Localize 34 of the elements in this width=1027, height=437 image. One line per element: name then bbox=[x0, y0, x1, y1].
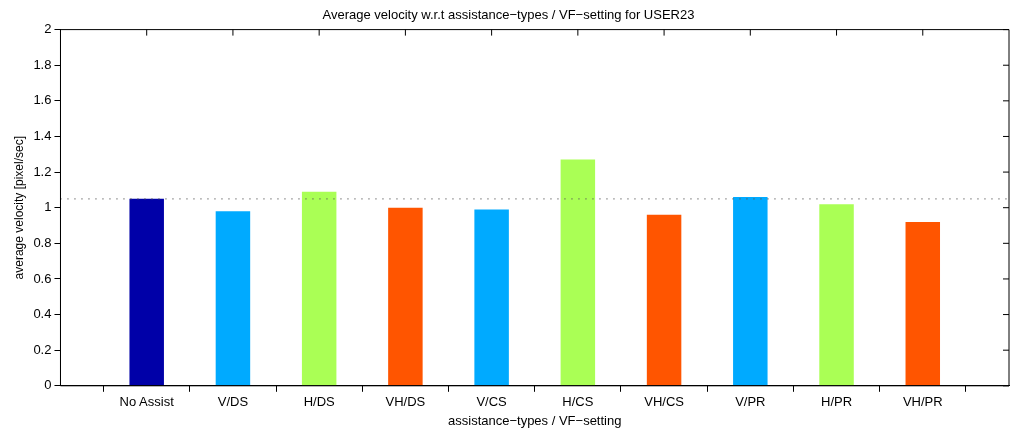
bar bbox=[905, 221, 941, 386]
x-tick-label: VH/CS bbox=[644, 394, 685, 410]
bar bbox=[215, 211, 251, 386]
bar bbox=[388, 207, 423, 386]
bar bbox=[819, 204, 854, 386]
x-tick-label: V/CS bbox=[476, 394, 508, 410]
x-tick-label: H/CS bbox=[562, 394, 594, 410]
x-tick-label: V/DS bbox=[217, 394, 249, 410]
bar bbox=[646, 214, 682, 386]
x-axis-title: assistance−types / VF−setting bbox=[448, 412, 622, 428]
y-tick-label: 1.6 bbox=[33, 92, 52, 108]
chart-title: Average velocity w.r.t assistance−types / VF−setting for USER23 bbox=[322, 7, 695, 23]
bar bbox=[733, 197, 768, 386]
x-tick-label: V/PR bbox=[735, 394, 766, 410]
y-tick-label: 0 bbox=[44, 377, 52, 393]
y-tick-label: 0.6 bbox=[33, 270, 52, 286]
bar bbox=[129, 198, 164, 386]
y-tick-label: 1.8 bbox=[33, 56, 52, 72]
bar bbox=[301, 191, 337, 386]
y-tick-label: 0.4 bbox=[33, 306, 52, 322]
y-tick-label: 1 bbox=[44, 199, 52, 215]
y-axis-title: average velocity [pixel/sec] bbox=[11, 136, 26, 280]
y-tick-label: 1.4 bbox=[33, 128, 52, 144]
x-tick-label: No Assist bbox=[119, 394, 175, 410]
x-tick-label: H/PR bbox=[821, 394, 853, 410]
y-tick-label: 0.8 bbox=[33, 234, 52, 250]
x-tick-label: VH/PR bbox=[902, 394, 943, 410]
y-tick-label: 1.2 bbox=[33, 163, 52, 179]
y-tick-label: 2 bbox=[44, 21, 52, 37]
y-tick-label: 0.2 bbox=[33, 341, 52, 357]
x-tick-label: H/DS bbox=[303, 394, 336, 410]
bar bbox=[560, 159, 596, 386]
x-tick-label: VH/DS bbox=[385, 394, 426, 410]
bar bbox=[474, 209, 509, 386]
